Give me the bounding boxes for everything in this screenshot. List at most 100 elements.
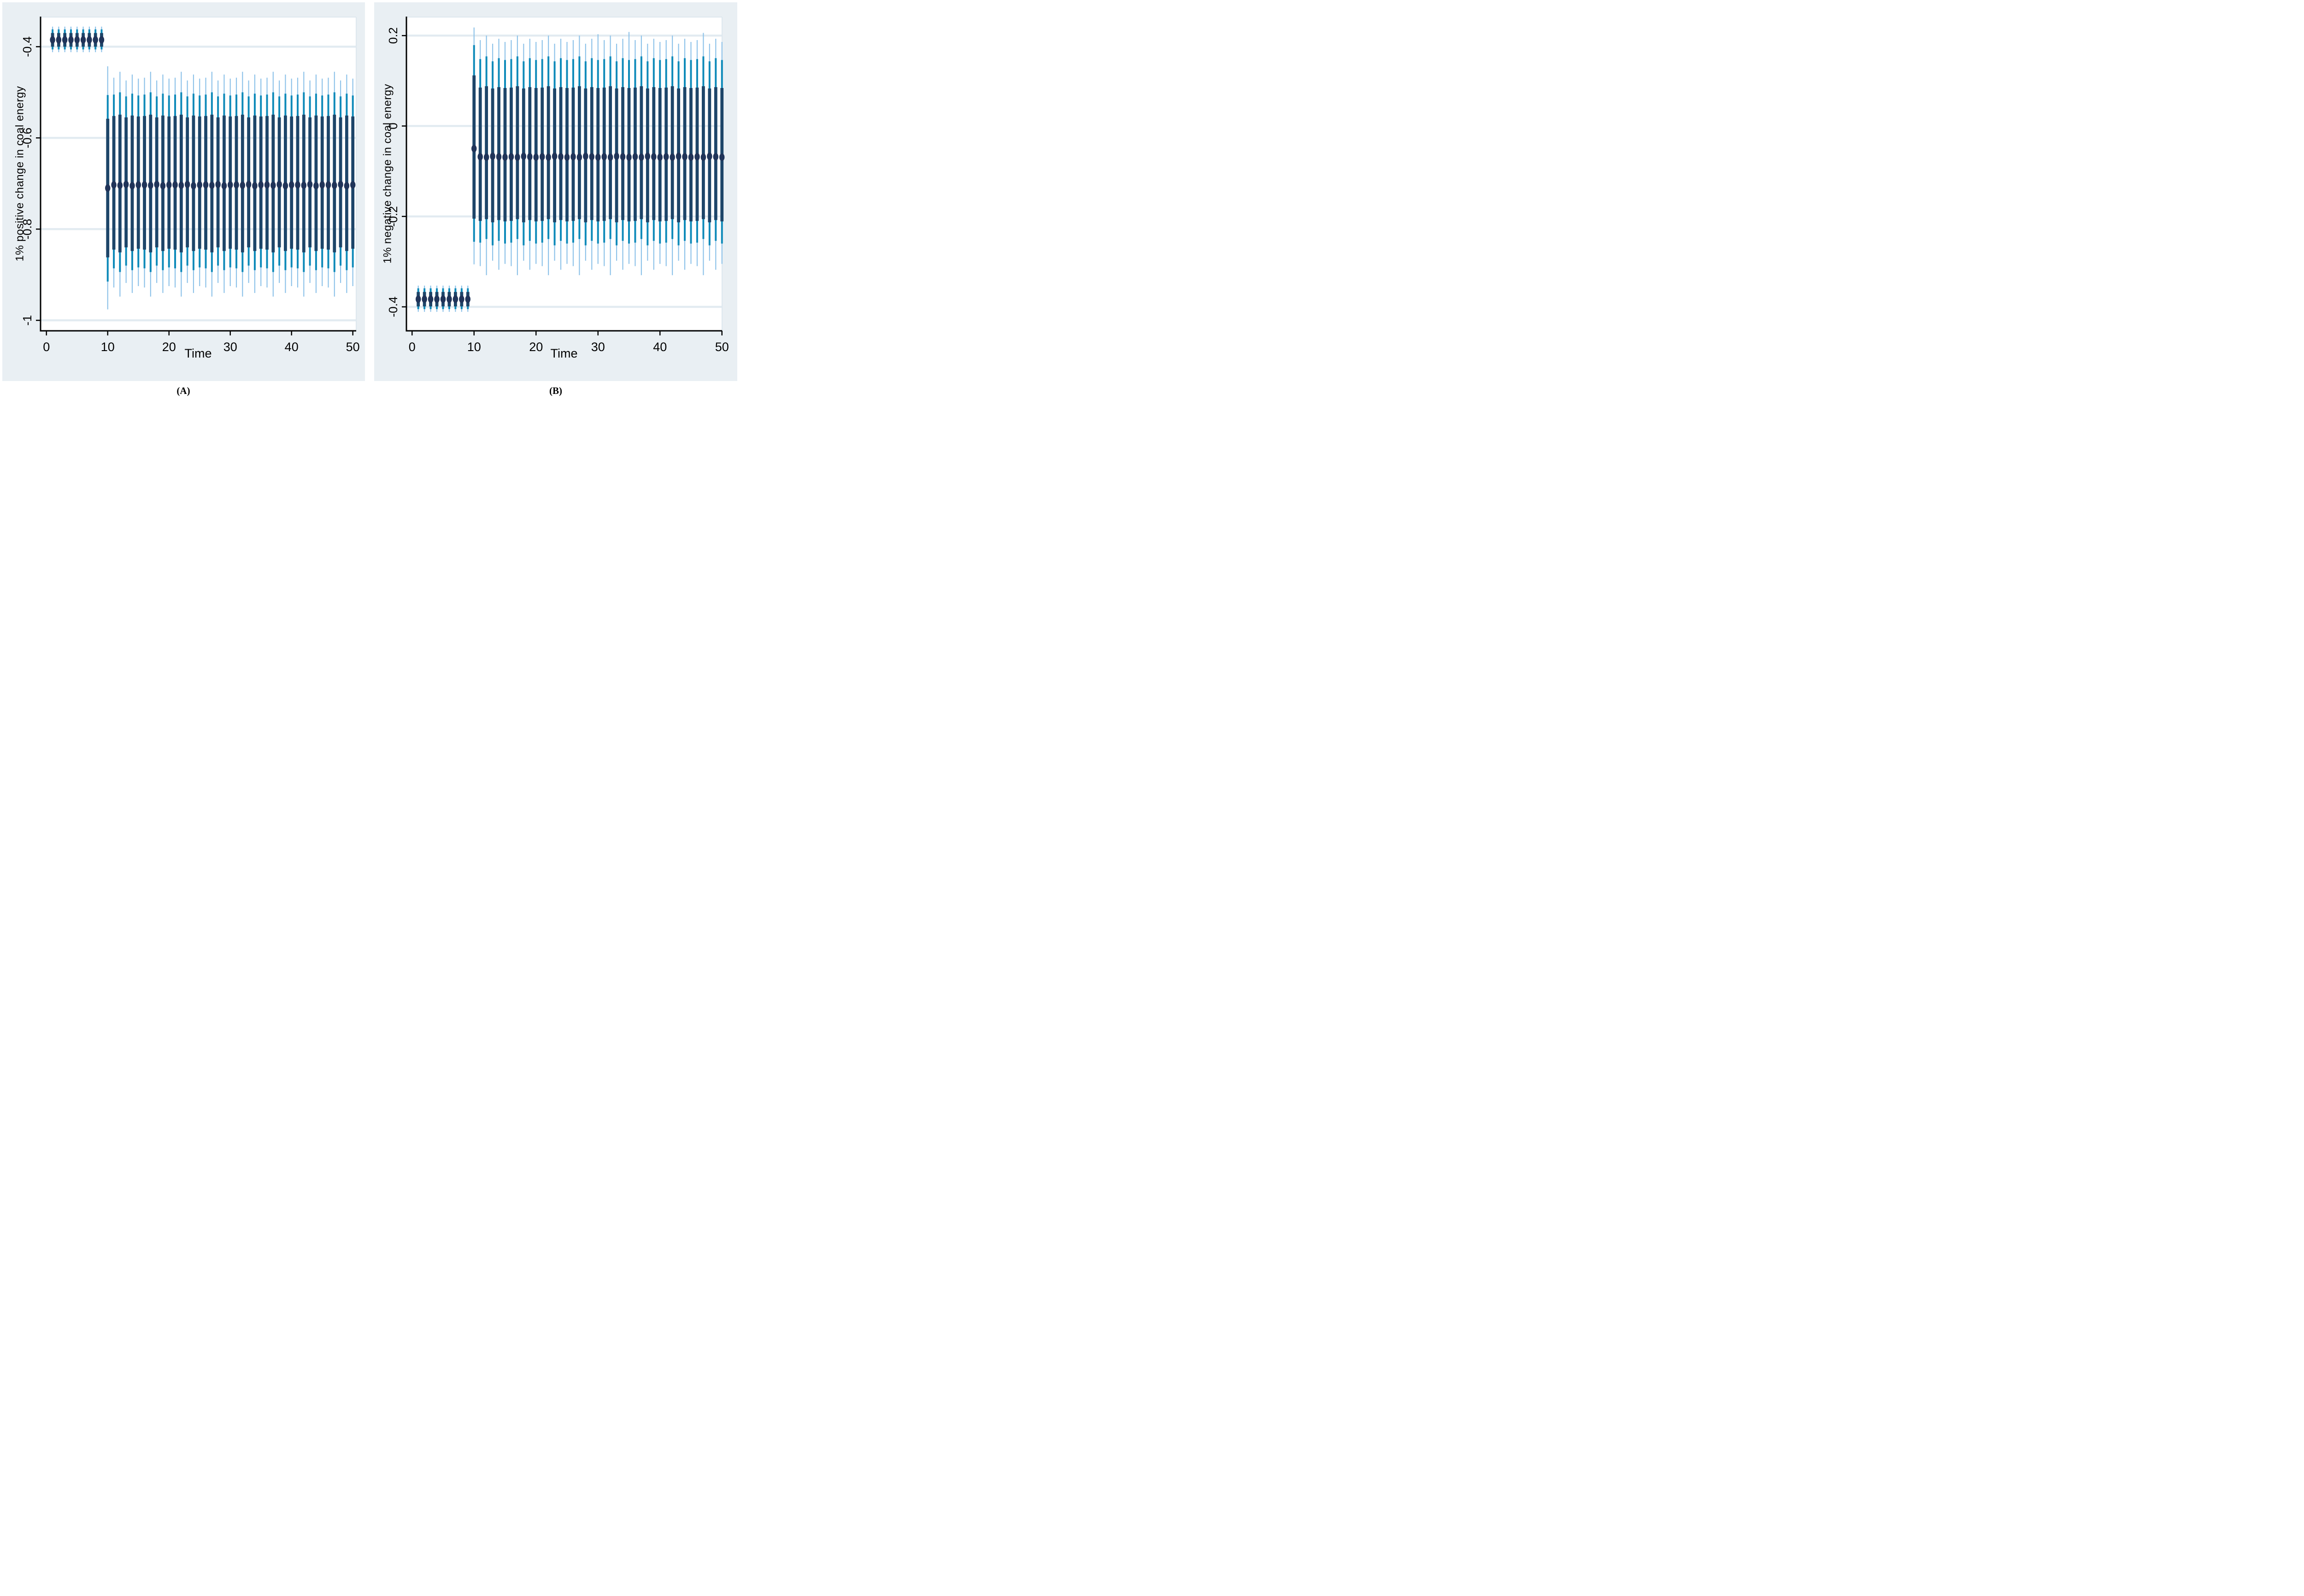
errorbar-t12 [117,71,123,297]
point-estimate [307,181,313,188]
point-estimate [490,153,495,160]
errorbar-t1 [415,285,421,312]
point-estimate [264,181,270,189]
point-estimate [583,153,588,160]
point-estimate [160,182,166,190]
errorbar-t10 [471,27,477,264]
point-estimate [440,295,446,303]
point-estimate [234,181,239,189]
point-estimate [325,181,331,189]
errorbar-t21 [172,77,178,288]
errorbar-t26 [570,40,576,266]
y-tick-label: 0.2 [386,27,400,44]
point-estimate [80,36,86,44]
point-estimate [240,182,246,189]
point-estimate [301,182,306,189]
errorbar-t16 [141,77,147,288]
point-estimate [319,181,325,189]
x-tick-label: 40 [285,340,299,354]
y-tick-label: -0.8 [20,219,34,240]
point-estimate [639,153,644,161]
errorbar-t47 [700,33,706,276]
x-tick-label: 30 [591,340,605,354]
point-estimate [270,182,276,189]
chart-b-plot: 0.2 0 -0.2 -0.4 0 10 20 30 40 50 [386,17,729,354]
errorbar-t14 [496,39,502,270]
errorbar-t49 [713,39,718,270]
point-estimate [338,181,343,188]
errorbar-t19 [160,74,166,293]
point-estimate [589,153,594,161]
point-estimate [533,153,539,161]
y-axis-title-b: 1% negative change in coal energy [381,83,394,264]
errorbar-t18 [154,80,159,283]
x-tick-label: 30 [223,340,237,354]
point-estimate [276,181,282,188]
errorbar-t16 [508,40,514,266]
x-tick-label: 0 [43,340,50,354]
point-estimate [713,153,718,161]
point-estimate [178,182,184,189]
point-estimate [471,145,477,153]
point-estimate [483,153,489,161]
y-tick-label: -1 [20,315,34,326]
errorbar-t11 [111,77,117,288]
point-estimate [496,153,502,161]
x-tick-label: 50 [715,340,729,354]
errorbar-t7 [453,285,458,312]
point-estimate [99,36,105,44]
point-estimate [141,181,147,189]
point-estimate [215,181,221,188]
errorbar-t39 [282,74,288,293]
x-tick-label: 10 [101,340,115,354]
point-estimate [539,153,545,161]
gridline [406,35,722,37]
errorbar-t3 [428,285,434,312]
errorbar-t22 [546,35,551,276]
errorbar-t27 [576,35,582,276]
errorbar-t8 [93,26,98,53]
point-estimate [614,153,619,160]
errorbar-t14 [129,74,135,293]
errorbar-t4 [434,285,440,312]
gridline [41,319,356,322]
errorbar-t17 [515,35,520,276]
errorbar-t13 [123,80,129,283]
point-estimate [166,181,172,189]
point-estimate [105,184,111,192]
errorbar-t19 [527,39,533,270]
errorbar-t48 [707,43,712,261]
errorbar-t38 [645,43,651,261]
point-estimate [620,153,626,161]
y-tick-label: -0.4 [20,36,34,57]
gridline [41,46,356,48]
point-estimate [576,153,582,161]
point-estimate [670,153,675,161]
point-estimate [676,153,682,160]
x-tick-label: 20 [529,340,543,354]
point-estimate [246,181,252,188]
point-estimate [707,153,712,160]
errorbar-t21 [539,40,545,266]
y-tick-label: -0.2 [386,206,400,227]
point-estimate [93,36,98,44]
errorbar-t46 [694,40,700,266]
point-estimate [700,153,706,161]
point-estimate [434,295,440,303]
errorbar-t11 [477,40,483,266]
errorbar-t18 [521,43,527,261]
errorbar-t40 [289,78,294,286]
errorbar-t23 [552,43,558,261]
panel-a: -0.4 -0.6 -0.8 -1 0 10 20 30 40 50 1% positive ch… [2,2,365,381]
point-estimate [295,181,300,189]
errorbar-t46 [325,77,331,288]
point-estimate [447,295,452,303]
point-estimate [515,153,520,161]
point-estimate [663,153,669,161]
point-estimate [694,153,700,161]
errorbar-t17 [148,71,153,297]
point-estimate [477,153,483,161]
errorbar-t35 [258,78,264,286]
point-estimate [601,153,607,161]
figure: -0.4 -0.6 -0.8 -1 0 10 20 30 40 50 1% positive ch… [0,0,740,399]
